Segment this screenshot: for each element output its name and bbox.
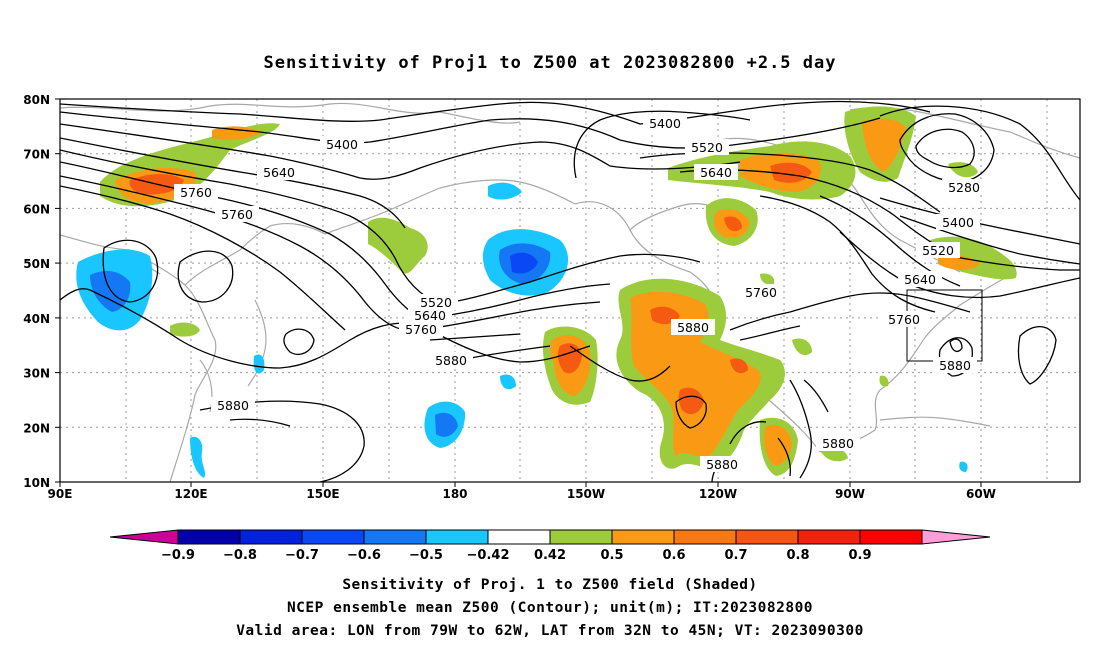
contour-label: 5640 — [414, 308, 446, 323]
lat-label: 40N — [23, 312, 50, 326]
lon-label: 120W — [699, 487, 737, 501]
lat-label: 20N — [23, 421, 50, 435]
lon-label: 150E — [306, 487, 339, 501]
colorbar-swatch — [425, 529, 489, 545]
lon-label: 120E — [174, 487, 207, 501]
lat-label: 80N — [23, 93, 50, 107]
colorbar-label: −0.9 — [161, 548, 195, 563]
contour-label: 5760 — [405, 322, 437, 337]
longitude-labels: 90E 120E 150E 180 150W 120W 90W 60W — [48, 487, 996, 501]
lat-label: 30N — [23, 367, 50, 381]
colorbar-upper-extend — [921, 529, 991, 545]
contour-label: 5880 — [677, 320, 709, 335]
contour-label: 5400 — [649, 116, 681, 131]
colorbar-label: 0.6 — [662, 548, 685, 563]
colorbar-label: −0.7 — [285, 548, 319, 563]
colorbar-swatch — [797, 529, 861, 545]
contour-label: 5880 — [435, 353, 467, 368]
latitude-labels: 80N 70N 60N 50N 40N 30N 20N 10N — [23, 93, 50, 490]
colorbar-swatch — [673, 529, 737, 545]
lon-label: 150W — [567, 487, 605, 501]
lon-label: 90E — [48, 487, 73, 501]
contour-label: 5640 — [700, 165, 732, 180]
contour-label: 5280 — [948, 180, 980, 195]
contour-label: 5880 — [939, 358, 971, 373]
contour-labels: 5400 5640 5760 5760 5400 5520 5640 5520 … — [174, 115, 986, 472]
colorbar-swatch — [363, 529, 427, 545]
contour-label: 5760 — [888, 312, 920, 327]
contour-label: 5880 — [706, 457, 738, 472]
colorbar-label: −0.42 — [467, 548, 510, 563]
lat-label: 10N — [23, 476, 50, 490]
contour-label: 5520 — [420, 295, 452, 310]
map-plot-area: 5400 5640 5760 5760 5400 5520 5640 5520 … — [60, 99, 1080, 482]
contour-label: 5760 — [180, 185, 212, 200]
caption-line-3: Valid area: LON from 79W to 62W, LAT fro… — [236, 623, 864, 639]
colorbar-label: −0.5 — [409, 548, 443, 563]
contour-label: 5400 — [942, 215, 974, 230]
lat-label: 60N — [23, 202, 50, 216]
colorbar-label: 0.8 — [786, 548, 809, 563]
colorbar-swatch — [239, 529, 303, 545]
colorbar-label: 0.42 — [534, 548, 566, 563]
contour-label: 5520 — [922, 243, 954, 258]
map-frame — [59, 98, 1081, 483]
colorbar-label: 0.9 — [848, 548, 871, 563]
axis-ticks — [55, 98, 982, 487]
contour-label: 5880 — [217, 398, 249, 413]
sensitivity-shading — [76, 106, 1017, 478]
lat-label: 70N — [23, 148, 50, 162]
caption-line-1: Sensitivity of Proj. 1 to Z500 field (Sh… — [342, 577, 757, 593]
lon-label: 90W — [835, 487, 865, 501]
colorbar-swatch — [177, 529, 241, 545]
contour-label: 5760 — [221, 207, 253, 222]
caption-line-2: NCEP ensemble mean Z500 (Contour); unit(… — [287, 600, 813, 616]
colorbar-swatch — [301, 529, 365, 545]
colorbar-lower-extend — [109, 529, 179, 545]
colorbar: −0.9 −0.8 −0.7 −0.6 −0.5 −0.42 0.42 0.5 0.6 0.7 0.… — [109, 529, 991, 563]
contour-label: 5640 — [904, 272, 936, 287]
contour-label: 5520 — [691, 140, 723, 155]
figure-title: Sensitivity of Proj1 to Z500 at 20230828… — [264, 53, 837, 73]
contour-label: 5760 — [745, 285, 777, 300]
contour-label: 5640 — [263, 165, 295, 180]
lon-label: 180 — [442, 487, 467, 501]
lon-label: 60W — [966, 487, 996, 501]
contour-label: 5400 — [326, 137, 358, 152]
colorbar-swatch — [859, 529, 923, 545]
colorbar-label: 0.7 — [724, 548, 747, 563]
colorbar-swatch — [549, 529, 613, 545]
contour-label: 5880 — [822, 436, 854, 451]
colorbar-label: 0.5 — [600, 548, 623, 563]
colorbar-swatch — [735, 529, 799, 545]
colorbar-label: −0.8 — [223, 548, 257, 563]
colorbar-swatch — [487, 529, 551, 545]
lat-label: 50N — [23, 257, 50, 271]
colorbar-swatch — [611, 529, 675, 545]
colorbar-label: −0.6 — [347, 548, 381, 563]
